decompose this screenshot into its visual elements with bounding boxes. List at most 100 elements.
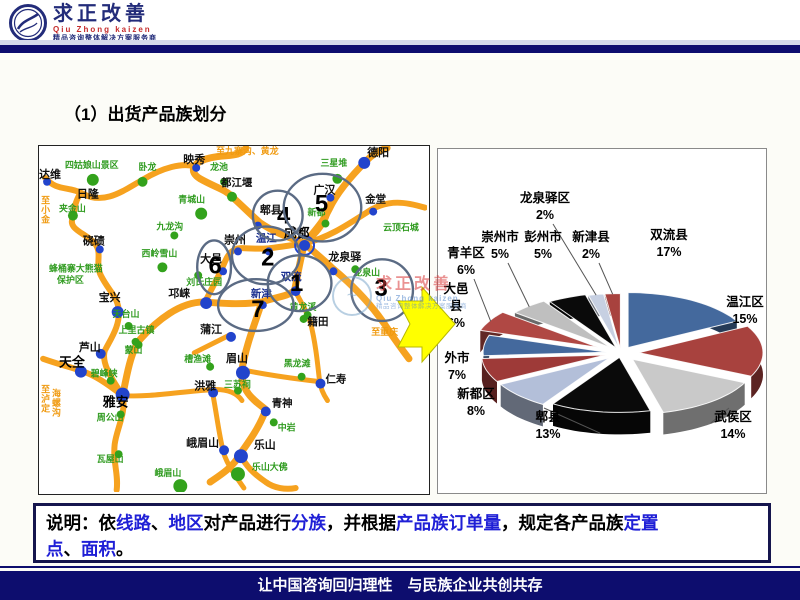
pie-chart-panel: 双流县 17% 温江区 15% 武侯区 14% 郫县 13% 新都区 8% 外市 7% 大邑县 6% 青羊区… [437,148,767,494]
map-scenic-dot [86,173,99,186]
map-city-dot [260,406,271,417]
note-text-segment: 、 [63,539,82,559]
map-label: 龙池 [209,161,228,172]
map-label: 卧龙 [139,161,157,172]
map-scenic-dot [170,231,179,240]
leader-line [543,407,601,434]
road-path [239,367,322,385]
map-label: 槽渔滩 [184,353,211,364]
road-path [120,387,245,404]
map-city-dot [290,286,301,297]
leader-line [552,223,597,296]
logo-title: 求正改善 [53,3,149,25]
route-group-number: 1 [290,270,303,297]
map-label: 三苏祠 [224,379,251,390]
map-scenic-dot [321,219,330,228]
map-label: 乐山大佛 [252,461,288,472]
map-city-dot [369,207,378,216]
route-group-circle [196,239,233,296]
map-scenic-dot [231,467,245,482]
map-city-dot [43,177,52,186]
road-path [119,298,266,400]
map-city-dot [95,348,106,359]
route-group-number: 2 [261,244,274,271]
map-scenic-dot [220,177,229,186]
map-city-dot [233,247,242,256]
pie-slice-top [551,356,652,413]
pie-slice-top [513,300,611,349]
pie-slice-top [499,357,610,405]
map-scenic-dot [137,176,148,187]
map-scenic-dot [173,479,188,493]
map-label: 青神 [272,396,293,409]
map-city-dot [299,239,311,251]
map-scenic-dot [206,362,215,371]
logo-emblem-icon [9,4,47,42]
map-label: 至重庆 [371,326,398,337]
route-group-number: 7 [251,296,264,323]
road-path [292,287,330,404]
map-label: 金堂 [364,193,386,206]
road-path [191,332,233,356]
map-city-dot [329,267,338,276]
map-label: 碧峰峡 [90,368,119,379]
note-text-segment: 点 [46,539,64,559]
logo: 求正改善 Qiu Zhong kaizen 精品咨询整体解决方案服务商 [8,3,157,43]
map-label: 宝兴 [99,290,121,304]
map-scenic-dot [106,376,115,385]
footer-slogan: 让中国咨询回归理性 与民族企业共创共存 [257,577,543,594]
road-path [236,451,299,492]
map-label: 夹金山 [59,203,86,214]
map-label: 西岭雪山 [142,247,178,258]
route-group-number: 6 [208,252,221,279]
map-city-dot [208,387,219,398]
map-city-dot [219,445,230,456]
note-text-segment: 说明：依 [46,513,116,533]
map-scenic-dot [195,207,208,220]
pie-slice-top [627,292,738,349]
map-label: 乐山 [254,437,276,451]
pie-slice-side [663,382,745,435]
header: 求正改善 Qiu Zhong kaizen 精品咨询整体解决方案服务商 [0,0,800,43]
map-label: 中岩 [278,421,296,432]
map-city-dot [258,301,267,310]
map-label: 仁寿 [325,373,346,386]
map-label: 日隆 [77,187,100,201]
route-group-circle [350,258,415,323]
map-label: 硗碛 [83,233,105,247]
map-city-dot [200,297,213,310]
map-city-dot [358,156,371,169]
map-label: 德阳 [366,146,389,159]
map-label: 蒙山 [125,344,143,355]
note-text-segment: 地区 [168,513,204,533]
route-group-circle [216,278,295,333]
pie-slice-top [481,354,606,383]
route-group-circle [251,189,304,242]
map-label: 保护区 [56,274,84,285]
logo-subtitle: Qiu Zhong kaizen [53,25,152,34]
map-scenic-dot [233,386,242,395]
map-label: 新津 [251,287,272,300]
pie-slice-side [553,403,651,435]
map-label: 映秀 [183,152,205,166]
map-scenic-dot [124,321,133,330]
note-text-segment: 面积 [81,539,116,559]
note-text-segment: 线路 [116,513,151,533]
map-city-dot [95,245,104,254]
note-text-segment: 产品族订单量 [396,513,501,533]
map-label: 峨眉山 [186,435,219,449]
map-label: 海螺沟 [52,388,61,418]
map-label: 九龙沟 [155,221,183,232]
road-path [42,162,200,201]
note-text-segment: 、 [151,513,169,533]
map-city-dot [115,387,130,402]
map-label: 眉山 [226,351,248,365]
header-bar [0,45,800,53]
map-label: 云顶石城 [383,222,419,233]
leader-line [473,278,492,322]
map-scenic-dot [114,450,123,459]
leader-line [507,262,530,307]
route-group-circle [230,225,301,286]
